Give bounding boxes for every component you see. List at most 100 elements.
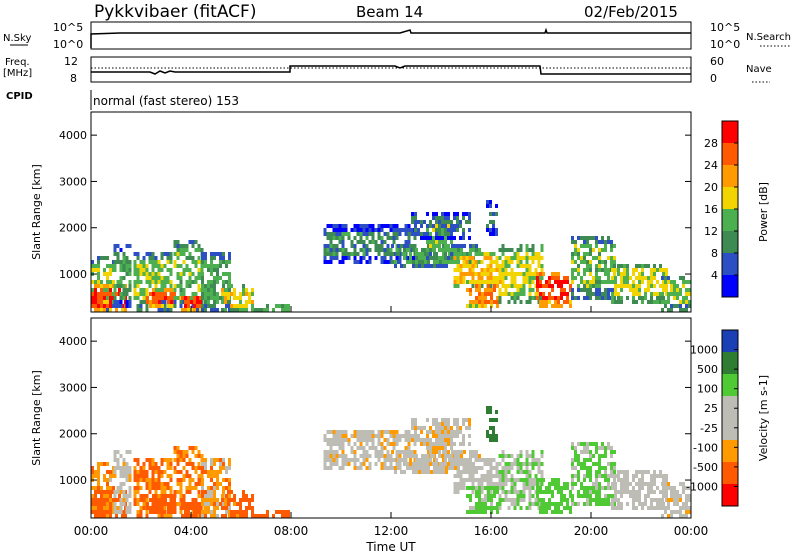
power-cell: [118, 288, 121, 292]
velocity-cell: [359, 434, 363, 438]
power-cell: [176, 284, 180, 288]
velocity-cell: [540, 470, 544, 474]
power-cell: [136, 284, 140, 288]
power-cells: [91, 200, 691, 312]
velocity-cell: [613, 466, 616, 470]
power-cell: [456, 252, 460, 256]
velocity-cell: [142, 474, 146, 478]
velocity-cell: [430, 470, 433, 474]
power-cell: [230, 308, 233, 312]
velocity-cell: [429, 430, 432, 434]
power-cell: [607, 288, 610, 292]
power-cell: [438, 240, 441, 244]
velocity-cell: [191, 486, 195, 490]
power-cell: [389, 236, 393, 240]
velocity-cell: [571, 502, 574, 506]
power-cell: [528, 280, 532, 284]
power-cell: [122, 260, 126, 264]
velocity-cell: [534, 458, 538, 462]
power-cell: [421, 260, 424, 264]
velocity-cell: [103, 462, 106, 466]
power-cell: [611, 300, 614, 304]
velocity-cell: [496, 502, 499, 506]
power-cell: [574, 248, 577, 252]
power-cell: [456, 280, 460, 284]
velocity-cell: [486, 410, 489, 414]
velocity-cell: [380, 434, 384, 438]
velocity-cell: [136, 478, 140, 482]
velocity-cell: [656, 474, 659, 478]
velocity-cell: [519, 462, 523, 466]
velocity-cell: [169, 514, 173, 518]
velocity-cell: [154, 490, 158, 494]
power-cell: [154, 256, 158, 260]
power-cell: [438, 220, 441, 224]
power-cell: [501, 272, 505, 276]
power-cell: [173, 304, 177, 308]
velocity-cell: [498, 470, 502, 474]
velocity-cell: [595, 442, 598, 446]
velocity-cell: [462, 466, 466, 470]
velocity-cell: [571, 494, 574, 498]
power-cell: [595, 244, 598, 248]
velocity-cell: [604, 470, 607, 474]
velocity-cell: [404, 438, 408, 442]
velocity-cell: [179, 478, 183, 482]
velocity-cell: [225, 486, 228, 490]
power-cell: [103, 288, 106, 292]
velocity-cell: [225, 470, 228, 474]
power-cell: [230, 284, 233, 288]
power-cell: [383, 232, 387, 236]
power-cell: [210, 264, 213, 268]
velocity-cell: [545, 502, 548, 506]
power-cell: [350, 240, 354, 244]
velocity-cell: [456, 458, 460, 462]
power-cell: [574, 252, 577, 256]
velocity-cell: [492, 474, 496, 478]
velocity-cell: [483, 478, 487, 482]
power-cell: [484, 296, 487, 300]
velocity-cell: [447, 426, 450, 430]
power-cell: [439, 260, 442, 264]
velocity-cell: [656, 486, 659, 490]
power-cell: [133, 268, 137, 272]
velocity-cell: [210, 478, 213, 482]
velocity-cell: [586, 442, 589, 446]
power-cell: [145, 252, 149, 256]
power-cell: [522, 276, 526, 280]
power-cell: [626, 284, 629, 288]
velocity-cell: [662, 478, 665, 482]
velocity-cell: [661, 506, 664, 510]
power-cell: [94, 292, 97, 296]
velocity-cell: [152, 510, 155, 514]
power-cell: [462, 228, 465, 232]
velocity-cell: [525, 462, 529, 466]
power-cell: [122, 284, 126, 288]
velocity-cell: [404, 446, 408, 450]
velocity-cell: [438, 430, 441, 434]
velocity-cell: [254, 514, 257, 518]
power-cell: [577, 264, 580, 268]
velocity-cell: [190, 506, 193, 510]
velocity-cell: [632, 474, 635, 478]
freq-tick-top: 12: [64, 55, 78, 68]
power-cell: [577, 236, 580, 240]
power-cell: [489, 212, 492, 216]
power-cell: [480, 272, 484, 276]
freq-frame: [90, 56, 692, 83]
velocity-cell: [116, 462, 120, 466]
power-cell: [650, 276, 653, 280]
power-cell: [644, 264, 647, 268]
power-cell: [148, 260, 152, 264]
power-cell: [94, 284, 97, 288]
velocity-cell: [438, 442, 441, 446]
velocity-cell: [611, 498, 614, 502]
velocity-cell: [545, 490, 548, 494]
power-cell: [94, 296, 97, 300]
velocity-cell: [453, 418, 456, 422]
power-cell: [181, 308, 184, 312]
power-cell: [109, 300, 112, 304]
colorbar-swatch: [722, 165, 738, 187]
power-cell: [610, 264, 613, 268]
velocity-cell: [487, 490, 490, 494]
